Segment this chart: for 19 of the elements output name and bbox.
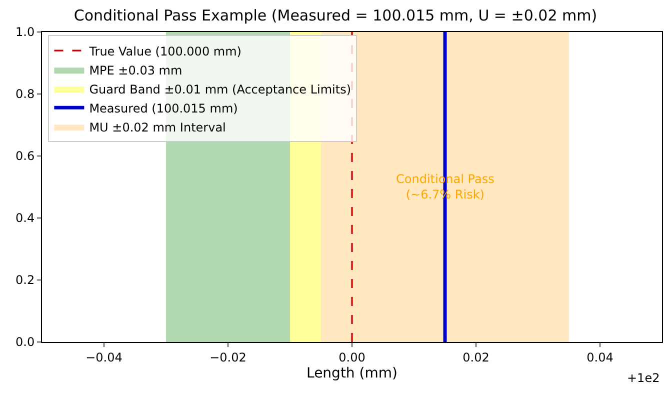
legend-label: Measured (100.015 mm) — [89, 101, 238, 116]
x-tick-label: −0.04 — [86, 350, 122, 364]
y-tick-label: 0.8 — [16, 87, 35, 102]
y-tick-label: 1.0 — [16, 25, 35, 40]
legend-label: MPE ±0.03 mm — [89, 63, 182, 78]
legend-label: MU ±0.02 mm Interval — [89, 120, 226, 134]
y-tick-label: 0.4 — [16, 211, 35, 226]
chart-title: Conditional Pass Example (Measured = 100.015 mm, U = ±0.02 mm) — [74, 6, 598, 24]
y-tick-label: 0.0 — [16, 335, 35, 350]
y-tick-label: 0.2 — [16, 273, 35, 288]
x-axis-title: Length (mm) — [306, 366, 398, 382]
x-tick-label: 0.00 — [338, 350, 366, 364]
x-tick-label: −0.02 — [210, 350, 246, 364]
x-tick-label: 0.04 — [586, 350, 614, 364]
x-tick-label: 0.02 — [462, 350, 490, 364]
y-tick-label: 0.6 — [16, 149, 35, 164]
text: +1e2 — [627, 371, 660, 385]
legend-label: Guard Band ±0.01 mm (Acceptance Limits) — [89, 82, 352, 96]
legend-label: True Value (100.000 mm) — [88, 44, 242, 58]
